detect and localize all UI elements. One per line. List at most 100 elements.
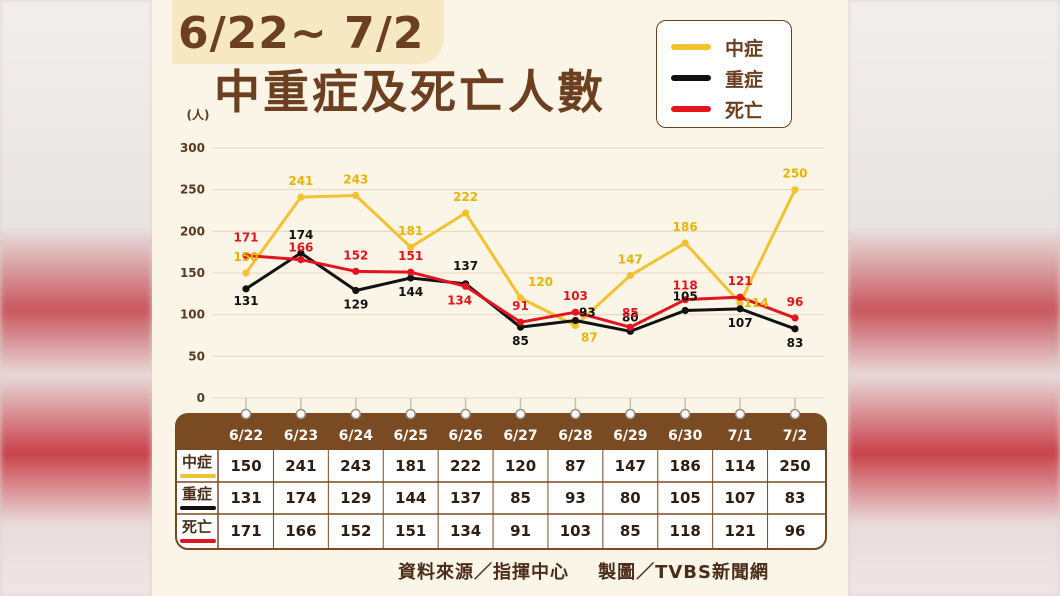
data-point <box>516 294 525 302</box>
table-cell: 91 <box>510 522 531 540</box>
legend-item-severe: 重症 <box>671 64 763 92</box>
table-row-2: 死亡 171 166 152 151 134 91 103 85 118 121 96 <box>180 518 805 543</box>
table-header-band <box>176 414 826 450</box>
table-cell: 186 <box>670 457 701 475</box>
data-label: 171 <box>233 231 258 245</box>
x-tick-marker <box>405 408 416 420</box>
table-cell: 241 <box>285 457 316 475</box>
table-cell: 120 <box>505 457 536 475</box>
legend-item-moderate: 中症 <box>671 33 763 61</box>
data-point <box>352 286 360 295</box>
x-tick-marker <box>295 408 307 420</box>
data-point <box>462 209 470 217</box>
data-labels-2: 171 166 152 151 134 91 103 85 118 121 96 <box>233 231 803 321</box>
gridlines: 0 50 100 150 200 250 300 <box>180 141 824 405</box>
y-tick-label: 200 <box>180 224 205 238</box>
x-tick-marker <box>570 408 581 420</box>
data-label: 131 <box>233 294 258 308</box>
table-cell: 151 <box>395 522 426 540</box>
data-point <box>626 271 634 280</box>
table-cell: 222 <box>450 457 481 475</box>
legend-swatch-death <box>671 106 711 112</box>
data-point <box>681 296 689 304</box>
data-point <box>681 239 689 247</box>
legend-swatch-severe <box>671 75 711 81</box>
data-label: 91 <box>512 299 529 313</box>
series-1 <box>242 249 799 335</box>
data-labels-1: 131 174 129 144 137 85 93 80 105 107 83 <box>233 228 803 350</box>
y-tick-label: 300 <box>180 141 205 155</box>
x-tick-label: 6/24 <box>339 428 374 444</box>
data-label: 103 <box>563 289 588 303</box>
table-cell: 150 <box>230 457 261 475</box>
table-cell: 137 <box>450 489 481 507</box>
table-cell: 181 <box>395 457 426 475</box>
data-label: 144 <box>398 285 423 299</box>
table-cell: 93 <box>565 489 586 507</box>
table-row-0: 中症 150 241 243 181 222 120 87 147 186 114 250 <box>180 453 811 478</box>
table-cell: 121 <box>724 522 755 540</box>
table-row-header: 死亡 <box>182 518 212 536</box>
data-table: 6/22 6/23 6/24 6/25 6/26 6/27 6/28 6/29 6/30 7/1 7… <box>175 398 827 550</box>
x-tick-label: 6/25 <box>394 428 428 444</box>
x-tick-label: 6/23 <box>284 428 318 444</box>
table-cell: 83 <box>785 489 806 507</box>
x-tick-label: 6/29 <box>613 428 647 444</box>
table-cell: 96 <box>785 522 806 540</box>
data-label: 151 <box>398 249 423 263</box>
data-label: 222 <box>453 190 478 204</box>
table-cell: 103 <box>560 522 591 540</box>
x-tick-marker <box>679 408 691 420</box>
series-0 <box>242 186 799 330</box>
x-tick-label: 6/28 <box>558 428 592 444</box>
data-label: 166 <box>288 241 313 255</box>
data-labels-0: 150 241 243 181 222 120 87 147 186 114 250 <box>233 167 807 345</box>
table-cell: 171 <box>230 522 261 540</box>
data-label: 186 <box>673 220 698 234</box>
table-cell: 166 <box>285 522 316 540</box>
data-label: 137 <box>453 259 478 273</box>
x-tick-label: 6/22 <box>229 428 263 444</box>
data-label: 150 <box>233 250 258 264</box>
data-point <box>571 308 579 316</box>
table-cell: 134 <box>450 522 481 540</box>
x-tick-marker <box>734 408 746 420</box>
x-tick-marker <box>460 408 471 420</box>
data-label: 114 <box>744 296 769 310</box>
x-tick-marker <box>515 408 526 420</box>
table-cell: 118 <box>670 522 701 540</box>
data-label: 174 <box>288 228 313 242</box>
data-point <box>516 323 525 331</box>
table-cell: 87 <box>565 457 586 475</box>
legend-item-death: 死亡 <box>671 95 763 123</box>
table-row-header: 中症 <box>182 453 212 471</box>
x-tick-label: 6/27 <box>503 428 537 444</box>
table-row-swatch <box>180 474 216 478</box>
data-label: 152 <box>343 248 368 262</box>
date-range: 6/22~ 7/2 <box>178 8 425 59</box>
legend-label-moderate: 中症 <box>725 37 764 60</box>
data-point <box>297 193 305 201</box>
data-point <box>407 268 415 276</box>
data-label: 129 <box>343 298 368 312</box>
table-cell: 114 <box>724 457 755 475</box>
y-tick-label: 250 <box>180 183 205 197</box>
data-point <box>626 323 634 331</box>
data-point <box>242 269 250 277</box>
y-tick-label: 100 <box>180 308 205 322</box>
table-cell: 152 <box>340 522 371 540</box>
data-point <box>736 293 744 301</box>
y-tick-label: 0 <box>197 391 205 405</box>
data-point <box>791 325 799 333</box>
data-point <box>242 251 250 260</box>
data-label: 83 <box>787 336 804 350</box>
data-label: 107 <box>728 316 753 330</box>
data-point <box>297 249 305 257</box>
data-label: 121 <box>728 274 753 288</box>
table-cell: 131 <box>230 489 261 507</box>
legend-label-death: 死亡 <box>725 99 764 122</box>
legend: 中症 重症 死亡 <box>656 20 792 128</box>
data-point <box>352 191 360 200</box>
data-label: 87 <box>581 331 598 345</box>
data-point <box>407 274 415 282</box>
